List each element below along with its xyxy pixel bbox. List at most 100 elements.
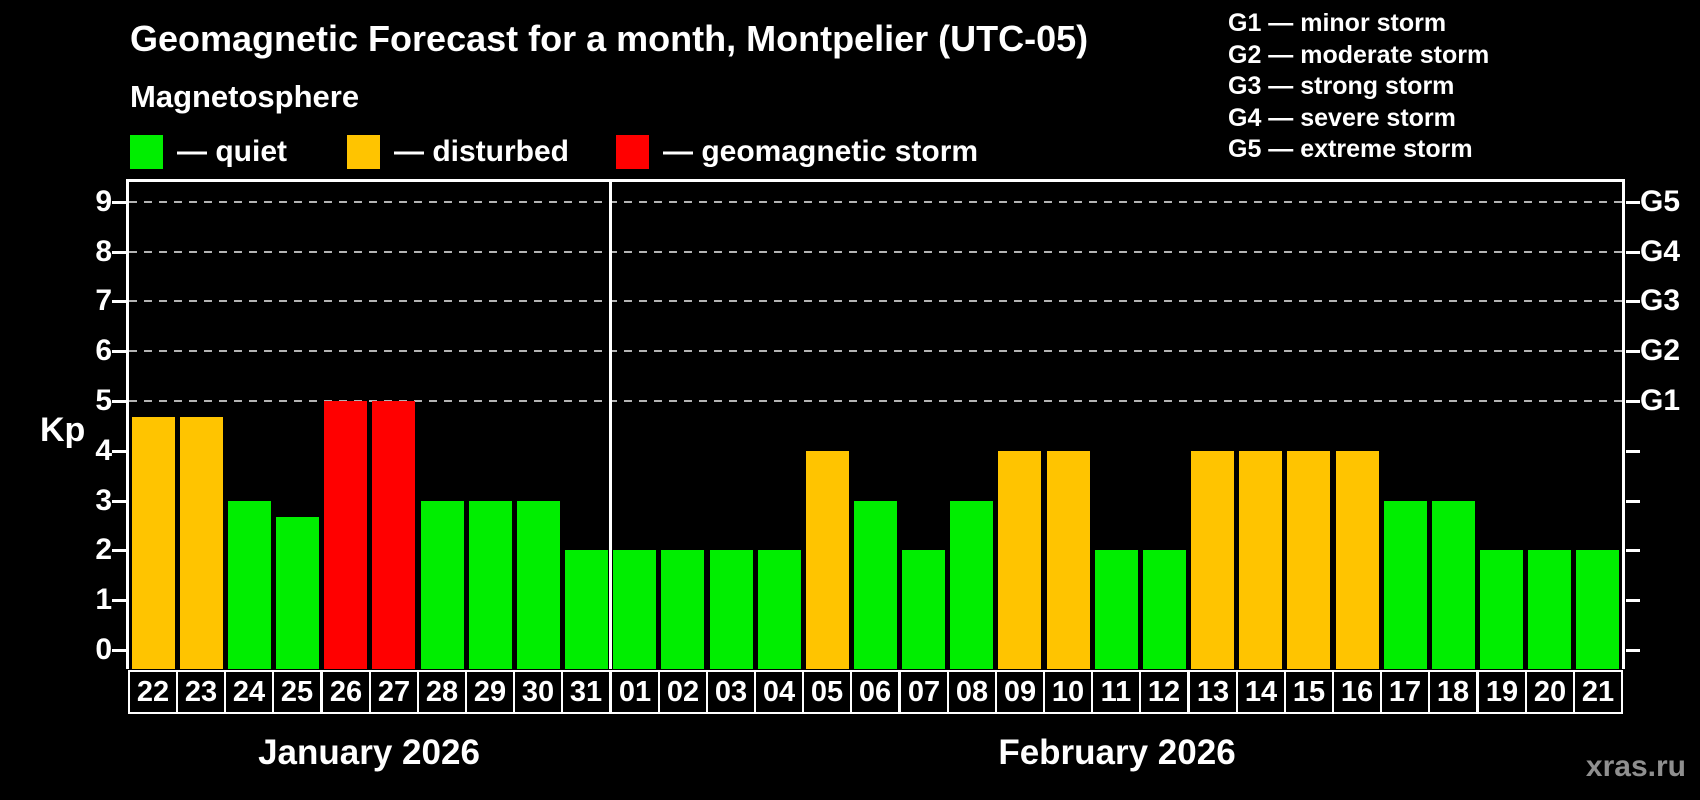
y-tick-left-1 <box>112 599 126 602</box>
day-label-jan-22: 22 <box>128 670 178 714</box>
day-label-feb-18: 18 <box>1428 670 1478 714</box>
y-tick-left-5 <box>112 400 126 403</box>
storm-scale-line-g4: G4 — severe storm <box>1228 103 1456 132</box>
day-label-feb-02: 02 <box>658 670 708 714</box>
day-label-feb-05: 05 <box>802 670 852 714</box>
legend-item-storm: — geomagnetic storm <box>616 135 978 169</box>
day-label-feb-09: 09 <box>995 670 1045 714</box>
y-axis-line-left <box>126 179 129 669</box>
y-tick-right-0 <box>1626 649 1640 652</box>
y-axis-line-right <box>1622 179 1625 669</box>
day-label-feb-01: 01 <box>610 670 660 714</box>
day-label-jan-25: 25 <box>272 670 322 714</box>
gridline-kp8 <box>129 251 1622 253</box>
y-axis-label-3: 3 <box>95 484 112 517</box>
storm-scale-legend: G1 — minor storm G2 — moderate storm G3 … <box>1228 8 1489 166</box>
day-label-feb-16: 16 <box>1332 670 1382 714</box>
bar-feb-05 <box>806 451 849 669</box>
bar-jan-31 <box>565 550 608 669</box>
bar-jan-27 <box>372 401 415 669</box>
legend-item-disturbed: — disturbed <box>347 135 569 169</box>
bar-feb-03 <box>710 550 753 669</box>
bar-jan-30 <box>517 501 560 669</box>
day-label-feb-10: 10 <box>1043 670 1093 714</box>
day-label-jan-31: 31 <box>561 670 611 714</box>
storm-scale-line-g2: G2 — moderate storm <box>1228 40 1490 69</box>
disturbed-color-swatch <box>347 135 380 169</box>
legend-label-disturbed: — disturbed <box>394 135 570 168</box>
y-axis-label-8: 8 <box>95 235 112 268</box>
y-tick-right-7 <box>1626 300 1640 303</box>
bar-feb-19 <box>1480 550 1523 669</box>
bar-jan-24 <box>228 501 271 669</box>
day-label-feb-15: 15 <box>1284 670 1334 714</box>
day-label-feb-07: 07 <box>899 670 949 714</box>
bar-feb-07 <box>902 550 945 669</box>
day-label-jan-29: 29 <box>465 670 515 714</box>
day-label-feb-12: 12 <box>1139 670 1189 714</box>
right-axis-label-g2: G2 <box>1640 334 1681 367</box>
y-tick-right-1 <box>1626 599 1640 602</box>
bar-feb-16 <box>1336 451 1379 669</box>
y-tick-right-3 <box>1626 500 1640 503</box>
day-label-feb-06: 06 <box>850 670 900 714</box>
day-label-feb-04: 04 <box>754 670 804 714</box>
y-axis-label-2: 2 <box>95 533 112 566</box>
y-tick-left-9 <box>112 201 126 204</box>
day-label-feb-11: 11 <box>1091 670 1141 714</box>
legend-label-storm: — geomagnetic storm <box>663 135 979 168</box>
month-label-february: February 2026 <box>998 733 1236 772</box>
y-tick-left-0 <box>112 649 126 652</box>
plot-frame-top <box>126 179 1625 182</box>
day-label-jan-28: 28 <box>417 670 467 714</box>
y-axis-title-kp: Kp <box>40 411 86 449</box>
day-label-feb-17: 17 <box>1380 670 1430 714</box>
bar-feb-21 <box>1576 550 1619 669</box>
y-tick-left-3 <box>112 500 126 503</box>
day-label-feb-20: 20 <box>1525 670 1575 714</box>
day-label-feb-03: 03 <box>706 670 756 714</box>
month-divider-line <box>609 179 612 669</box>
bar-jan-22 <box>132 417 175 669</box>
right-axis-label-g1: G1 <box>1640 384 1681 417</box>
watermark-link[interactable]: xras.ru <box>1585 750 1686 783</box>
y-axis-label-9: 9 <box>95 185 112 218</box>
y-tick-left-2 <box>112 549 126 552</box>
bar-feb-01 <box>613 550 656 669</box>
day-label-feb-14: 14 <box>1236 670 1286 714</box>
y-axis-label-7: 7 <box>95 284 112 317</box>
bar-jan-23 <box>180 417 223 669</box>
bar-feb-10 <box>1047 451 1090 669</box>
gridline-kp9 <box>129 201 1622 203</box>
y-axis-label-4: 4 <box>95 434 112 467</box>
day-label-jan-23: 23 <box>176 670 226 714</box>
storm-color-swatch <box>616 135 649 169</box>
right-axis-label-g3: G3 <box>1640 284 1681 317</box>
y-axis-label-0: 0 <box>95 633 112 666</box>
bar-jan-26 <box>324 401 367 669</box>
storm-scale-line-g5: G5 — extreme storm <box>1228 135 1473 163</box>
y-tick-right-4 <box>1626 450 1640 453</box>
month-label-january: January 2026 <box>258 733 480 772</box>
storm-scale-line-g3: G3 — strong storm <box>1228 72 1455 100</box>
chart-subtitle: Magnetosphere <box>130 79 360 114</box>
bar-jan-28 <box>421 501 464 669</box>
gridline-kp7 <box>129 300 1622 302</box>
bar-feb-14 <box>1239 451 1282 669</box>
right-axis-label-g5: G5 <box>1640 185 1681 218</box>
y-axis-label-6: 6 <box>95 334 112 367</box>
bar-feb-08 <box>950 501 993 669</box>
bar-feb-20 <box>1528 550 1571 669</box>
bar-feb-11 <box>1095 550 1138 669</box>
right-axis-label-g4: G4 <box>1640 235 1681 268</box>
day-label-feb-08: 08 <box>947 670 997 714</box>
day-label-jan-24: 24 <box>224 670 274 714</box>
y-axis-label-1: 1 <box>95 583 112 616</box>
chart-title: Geomagnetic Forecast for a month, Montpe… <box>130 18 1089 59</box>
bar-feb-13 <box>1191 451 1234 669</box>
bar-feb-02 <box>661 550 704 669</box>
bar-feb-09 <box>998 451 1041 669</box>
storm-scale-line-g1: G1 — minor storm <box>1228 9 1447 37</box>
